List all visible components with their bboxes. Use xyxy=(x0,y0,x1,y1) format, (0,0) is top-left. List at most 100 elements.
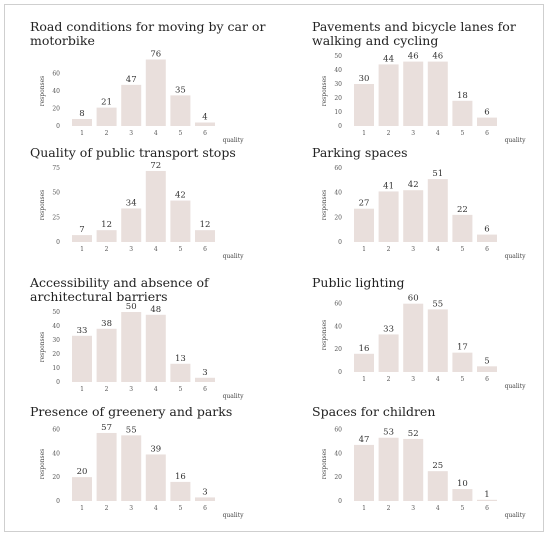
bar xyxy=(477,117,497,126)
x-axis-label: quality xyxy=(505,383,527,390)
data-label: 16 xyxy=(175,472,186,482)
y-axis-label: responses xyxy=(39,190,46,221)
data-label: 5 xyxy=(484,356,489,366)
x-tick-label: 2 xyxy=(387,130,391,137)
data-label: 35 xyxy=(175,85,186,95)
y-tick-label: 40 xyxy=(334,450,342,457)
x-tick-label: 2 xyxy=(387,505,391,512)
bar xyxy=(378,437,399,501)
data-label: 51 xyxy=(432,169,443,179)
chart-panel: Accessibility and absence of architectur… xyxy=(30,276,300,406)
bar xyxy=(378,191,399,242)
y-tick-label: 40 xyxy=(334,323,342,330)
y-tick-label: 0 xyxy=(338,498,342,505)
y-axis-label: responses xyxy=(39,76,46,107)
bar xyxy=(427,179,448,242)
y-tick-label: 40 xyxy=(334,67,342,74)
bar xyxy=(403,61,424,126)
data-label: 34 xyxy=(126,198,137,208)
x-tick-label: 5 xyxy=(178,130,182,137)
x-tick-label: 4 xyxy=(154,130,158,137)
data-label: 7 xyxy=(79,225,84,235)
chart-title: Pavements and bicycle lanes for walking … xyxy=(312,19,516,48)
data-label: 21 xyxy=(101,98,112,108)
bar xyxy=(170,200,191,242)
y-tick-label: 40 xyxy=(52,88,60,95)
bar xyxy=(195,230,215,242)
bar xyxy=(96,230,117,242)
data-label: 1 xyxy=(484,490,489,500)
y-axis-label: responses xyxy=(321,190,328,221)
data-label: 22 xyxy=(457,205,468,215)
y-tick-label: 0 xyxy=(338,239,342,246)
x-tick-label: 3 xyxy=(411,246,415,253)
data-label: 16 xyxy=(359,344,370,354)
bar xyxy=(452,352,473,372)
bar xyxy=(72,235,92,242)
x-tick-label: 6 xyxy=(203,505,207,512)
x-tick-label: 3 xyxy=(411,505,415,512)
bar-chart: responses 0 25 50 75 7 1 12 2 34 3 72 4 42 5 12 6 quality xyxy=(39,161,244,260)
bar xyxy=(427,471,448,501)
bar xyxy=(170,95,191,126)
figure-frame xyxy=(4,4,544,532)
x-tick-label: 3 xyxy=(129,246,133,253)
x-tick-label: 1 xyxy=(362,376,366,383)
y-tick-label: 20 xyxy=(334,474,342,481)
chart-panel: Public lighting responses 0 20 40 60 16 1 33 2 60 3… xyxy=(312,276,550,406)
data-label: 42 xyxy=(175,191,186,201)
bar xyxy=(72,335,92,382)
data-label: 6 xyxy=(484,108,489,118)
bar xyxy=(195,377,215,382)
x-tick-label: 2 xyxy=(387,246,391,253)
data-label: 12 xyxy=(200,220,211,230)
bar xyxy=(145,314,166,382)
bar-chart: responses 0 20 40 60 20 1 57 2 55 3 39 4 16 5 3 6 quality xyxy=(39,423,244,519)
data-label: 38 xyxy=(101,319,112,329)
data-label: 41 xyxy=(383,181,394,191)
y-tick-label: 10 xyxy=(52,365,60,372)
x-tick-label: 5 xyxy=(178,246,182,253)
x-tick-label: 4 xyxy=(436,246,440,253)
chart-panel: Spaces for children responses 0 20 40 60 47 1 53… xyxy=(312,405,550,535)
x-axis-label: quality xyxy=(223,393,245,400)
bar xyxy=(477,366,497,372)
chart-title: Spaces for children xyxy=(312,404,436,419)
x-tick-label: 5 xyxy=(178,505,182,512)
bar xyxy=(378,64,399,126)
x-tick-label: 5 xyxy=(178,386,182,393)
bar xyxy=(170,481,191,501)
bar-chart: responses 0 10 20 30 40 50 33 1 38 2 50 3 48 4 13 5 3 6 qua… xyxy=(39,302,245,400)
bar xyxy=(427,309,448,372)
y-tick-label: 20 xyxy=(52,474,60,481)
x-tick-label: 2 xyxy=(387,376,391,383)
bar-chart: responses 0 20 40 60 27 1 41 2 42 3 51 4 22 5 6 6 quality xyxy=(321,165,526,260)
x-tick-label: 1 xyxy=(80,505,84,512)
y-tick-label: 0 xyxy=(56,498,60,505)
bar xyxy=(96,107,117,126)
y-tick-label: 60 xyxy=(52,71,60,78)
chart-title: Quality of public transport stops xyxy=(30,145,236,160)
x-tick-label: 3 xyxy=(411,376,415,383)
x-tick-label: 4 xyxy=(154,246,158,253)
data-label: 20 xyxy=(77,467,88,477)
chart-title: Road conditions for moving by car or mot… xyxy=(30,19,266,48)
y-tick-label: 60 xyxy=(334,426,342,433)
x-tick-label: 5 xyxy=(460,376,464,383)
data-label: 47 xyxy=(359,435,370,445)
y-tick-label: 25 xyxy=(52,214,60,221)
x-tick-label: 3 xyxy=(129,505,133,512)
x-tick-label: 4 xyxy=(436,376,440,383)
data-label: 3 xyxy=(202,368,207,378)
bar xyxy=(452,214,473,242)
bar xyxy=(195,122,215,126)
bar xyxy=(121,84,142,126)
bar xyxy=(354,353,374,372)
data-label: 53 xyxy=(383,428,394,438)
x-tick-label: 6 xyxy=(203,386,207,393)
y-tick-label: 20 xyxy=(334,95,342,102)
y-tick-label: 50 xyxy=(334,53,342,60)
chart-title: Accessibility and absence of architectur… xyxy=(30,275,209,304)
y-tick-label: 20 xyxy=(334,214,342,221)
